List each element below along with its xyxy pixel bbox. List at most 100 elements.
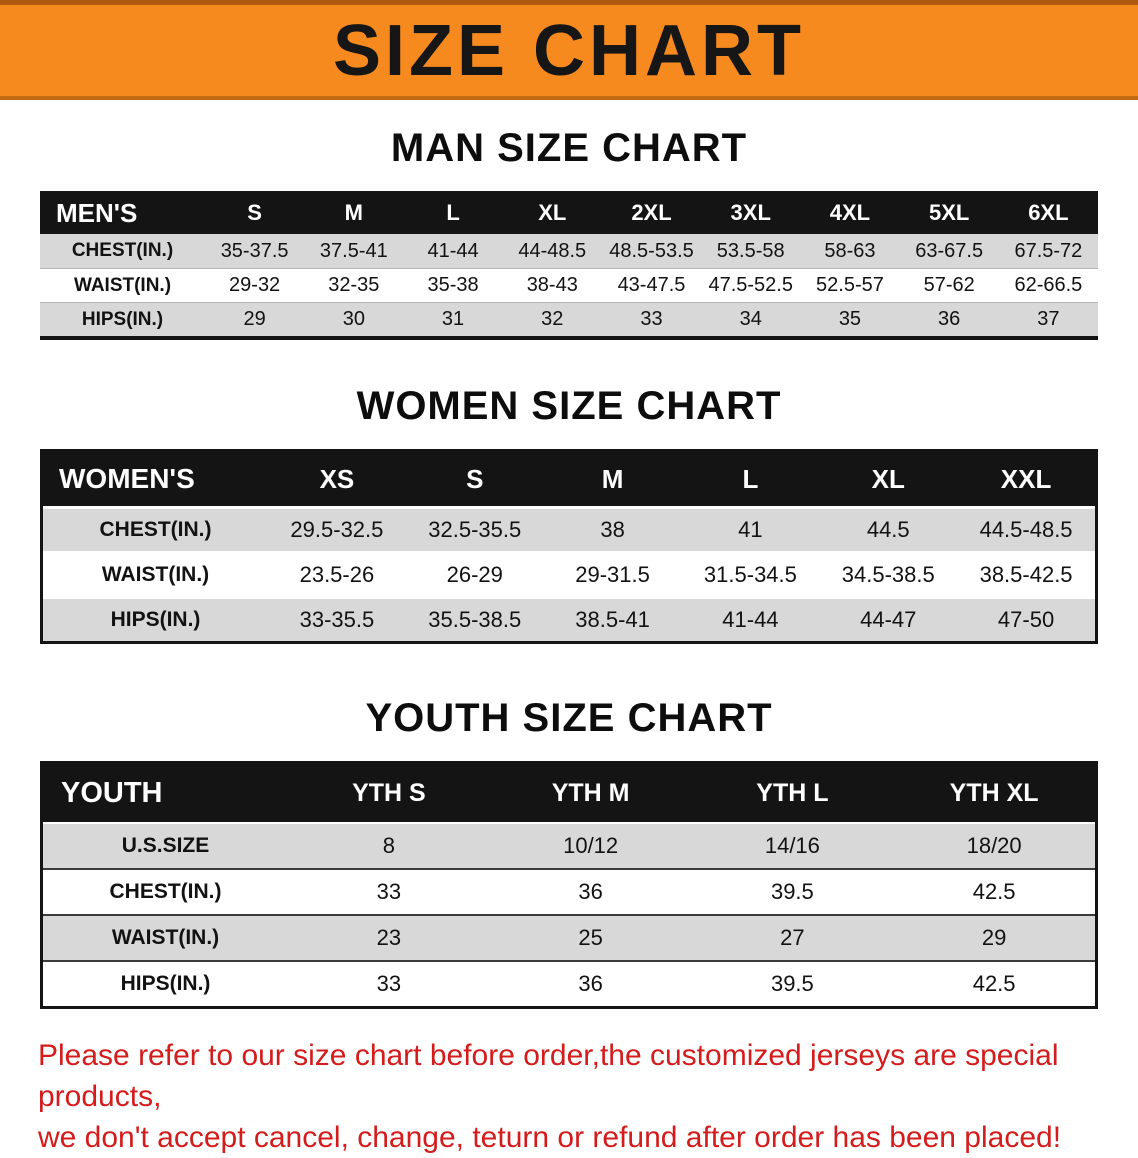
youth-table-header-row: YOUTH YTH S YTH M YTH L YTH XL xyxy=(43,764,1095,822)
men-waist-cell: 38-43 xyxy=(526,274,578,296)
women-waist-cell: 29-31.5 xyxy=(575,562,650,587)
youth-chest-label: CHEST(IN.) xyxy=(109,880,222,903)
youth-hips-cell: 36 xyxy=(578,971,603,996)
men-col-header: L xyxy=(446,200,460,225)
men-chest-cell: 44-48.5 xyxy=(518,239,587,262)
youth-hips-cell: 39.5 xyxy=(770,971,814,996)
women-col-header: XS xyxy=(319,463,355,494)
men-col-header: XL xyxy=(538,200,567,225)
men-chest-cell: 37.5-41 xyxy=(319,239,388,262)
women-waist-cell: 26-29 xyxy=(446,562,503,587)
women-hips-cell: 41-44 xyxy=(722,607,779,632)
men-col-header: M xyxy=(344,200,363,225)
women-col-header: S xyxy=(466,463,484,494)
youth-chest-row: CHEST(IN.) 33 36 39.5 42.5 xyxy=(43,868,1095,914)
men-chest-cell: 35-37.5 xyxy=(220,239,289,262)
men-table-header-row: MEN'S S M L XL 2XL 3XL 4XL 5XL 6XL xyxy=(40,192,1098,234)
men-section-heading: MAN SIZE CHART xyxy=(390,126,748,170)
women-hips-cell: 47-50 xyxy=(997,607,1055,632)
youth-chest-cell: 33 xyxy=(376,879,402,904)
men-waist-cell: 47.5-52.5 xyxy=(708,274,793,296)
youth-chest-cell: 36 xyxy=(578,879,603,904)
women-waist-cell: 34.5-38.5 xyxy=(841,562,935,587)
women-waist-cell: 23.5-26 xyxy=(299,562,375,587)
youth-col-header: YTH S xyxy=(352,778,426,807)
men-hips-cell: 34 xyxy=(739,308,762,330)
youth-chest-cell: 42.5 xyxy=(972,879,1016,904)
youth-chest-cell: 39.5 xyxy=(770,879,814,904)
men-hips-cell: 29 xyxy=(243,308,266,330)
size-chart-banner: SIZE CHART xyxy=(0,0,1138,100)
women-col-header: XXL xyxy=(1000,463,1052,494)
women-hips-row: HIPS(IN.) 33-35.5 35.5-38.5 38.5-41 41-4… xyxy=(43,596,1095,641)
youth-ussize-cell: 8 xyxy=(382,833,395,858)
men-waist-cell: 43-47.5 xyxy=(617,274,686,296)
men-waist-row: WAIST(IN.) 29-32 32-35 35-38 38-43 43-47… xyxy=(40,268,1098,302)
youth-ussize-cell: 10/12 xyxy=(563,833,619,858)
men-chest-cell: 48.5-53.5 xyxy=(609,239,694,262)
men-size-table: MEN'S S M L XL 2XL 3XL 4XL 5XL 6XL CHEST… xyxy=(40,191,1098,340)
men-col-header: 2XL xyxy=(631,200,672,225)
men-chest-cell: 53.5-58 xyxy=(716,239,785,262)
men-chest-row: CHEST(IN.) 35-37.5 37.5-41 41-44 44-48.5… xyxy=(40,234,1098,268)
women-hips-cell: 33-35.5 xyxy=(299,607,375,632)
women-size-table: WOMEN'S XS S M L XL XXL CHEST(IN.) 29.5-… xyxy=(40,449,1098,644)
women-col-header: M xyxy=(601,463,624,494)
men-hips-cell: 37 xyxy=(1037,308,1060,330)
men-table-label: MEN'S xyxy=(56,197,138,228)
women-col-header: XL xyxy=(871,463,905,494)
women-table-label: WOMEN'S xyxy=(59,463,195,494)
men-hips-cell: 33 xyxy=(640,308,663,330)
youth-table-label: YOUTH xyxy=(61,776,163,809)
order-policy-line-2: we don't accept cancel, change, teturn o… xyxy=(38,1121,1062,1154)
men-hips-cell: 32 xyxy=(541,308,564,330)
women-col-header: L xyxy=(742,463,759,494)
men-waist-cell: 35-38 xyxy=(427,274,479,296)
men-col-header: 4XL xyxy=(829,200,871,225)
men-col-header: 5XL xyxy=(928,200,970,225)
men-chest-cell: 41-44 xyxy=(427,239,479,262)
men-hips-cell: 35 xyxy=(838,308,862,330)
women-chest-cell: 41 xyxy=(738,517,763,542)
women-hips-cell: 44-47 xyxy=(860,607,917,632)
men-waist-cell: 57-62 xyxy=(923,274,975,296)
women-table-header-row: WOMEN'S XS S M L XL XXL xyxy=(43,452,1095,506)
women-chest-cell: 38 xyxy=(600,517,625,542)
men-hips-label: HIPS(IN.) xyxy=(81,308,164,330)
youth-ussize-label: U.S.SIZE xyxy=(121,834,210,857)
youth-hips-label: HIPS(IN.) xyxy=(120,972,211,995)
youth-waist-label: WAIST(IN.) xyxy=(111,926,220,949)
youth-hips-cell: 33 xyxy=(376,971,402,996)
women-chest-cell: 44.5-48.5 xyxy=(979,517,1073,542)
youth-waist-row: WAIST(IN.) 23 25 27 29 xyxy=(43,914,1095,960)
women-waist-cell: 31.5-34.5 xyxy=(703,562,797,587)
men-hips-cell: 30 xyxy=(342,308,365,330)
men-chest-label: CHEST(IN.) xyxy=(71,240,174,261)
men-waist-cell: 62-66.5 xyxy=(1014,274,1083,296)
men-waist-label: WAIST(IN.) xyxy=(73,274,172,296)
men-col-header: S xyxy=(247,200,262,225)
women-hips-cell: 38.5-41 xyxy=(575,607,650,632)
men-hips-cell: 36 xyxy=(938,308,961,330)
youth-ussize-cell: 18/20 xyxy=(966,833,1022,858)
men-chest-cell: 63-67.5 xyxy=(915,239,984,262)
order-policy-line-1: Please refer to our size chart before or… xyxy=(38,1039,1059,1113)
men-col-header: 3XL xyxy=(730,200,771,225)
youth-col-header: YTH L xyxy=(756,778,829,807)
women-chest-cell: 29.5-32.5 xyxy=(290,517,384,542)
men-hips-cell: 31 xyxy=(441,308,465,330)
youth-col-header: YTH M xyxy=(551,778,630,807)
youth-ussize-row: U.S.SIZE 8 10/12 14/16 18/20 xyxy=(43,822,1095,868)
women-section-heading: WOMEN SIZE CHART xyxy=(356,384,782,428)
youth-ussize-cell: 14/16 xyxy=(764,833,820,858)
women-hips-cell: 35.5-38.5 xyxy=(428,607,522,632)
youth-waist-cell: 25 xyxy=(578,925,603,950)
men-chest-cell: 58-63 xyxy=(824,239,876,262)
women-chest-row: CHEST(IN.) 29.5-32.5 32.5-35.5 38 41 44.… xyxy=(43,506,1095,551)
youth-waist-cell: 23 xyxy=(376,925,402,950)
men-hips-row: HIPS(IN.) 29 30 31 32 33 34 35 36 37 xyxy=(40,302,1098,336)
women-waist-cell: 38.5-42.5 xyxy=(979,562,1073,587)
men-waist-cell: 29-32 xyxy=(229,274,281,296)
youth-waist-cell: 27 xyxy=(780,925,805,950)
men-chest-cell: 67.5-72 xyxy=(1014,239,1083,262)
